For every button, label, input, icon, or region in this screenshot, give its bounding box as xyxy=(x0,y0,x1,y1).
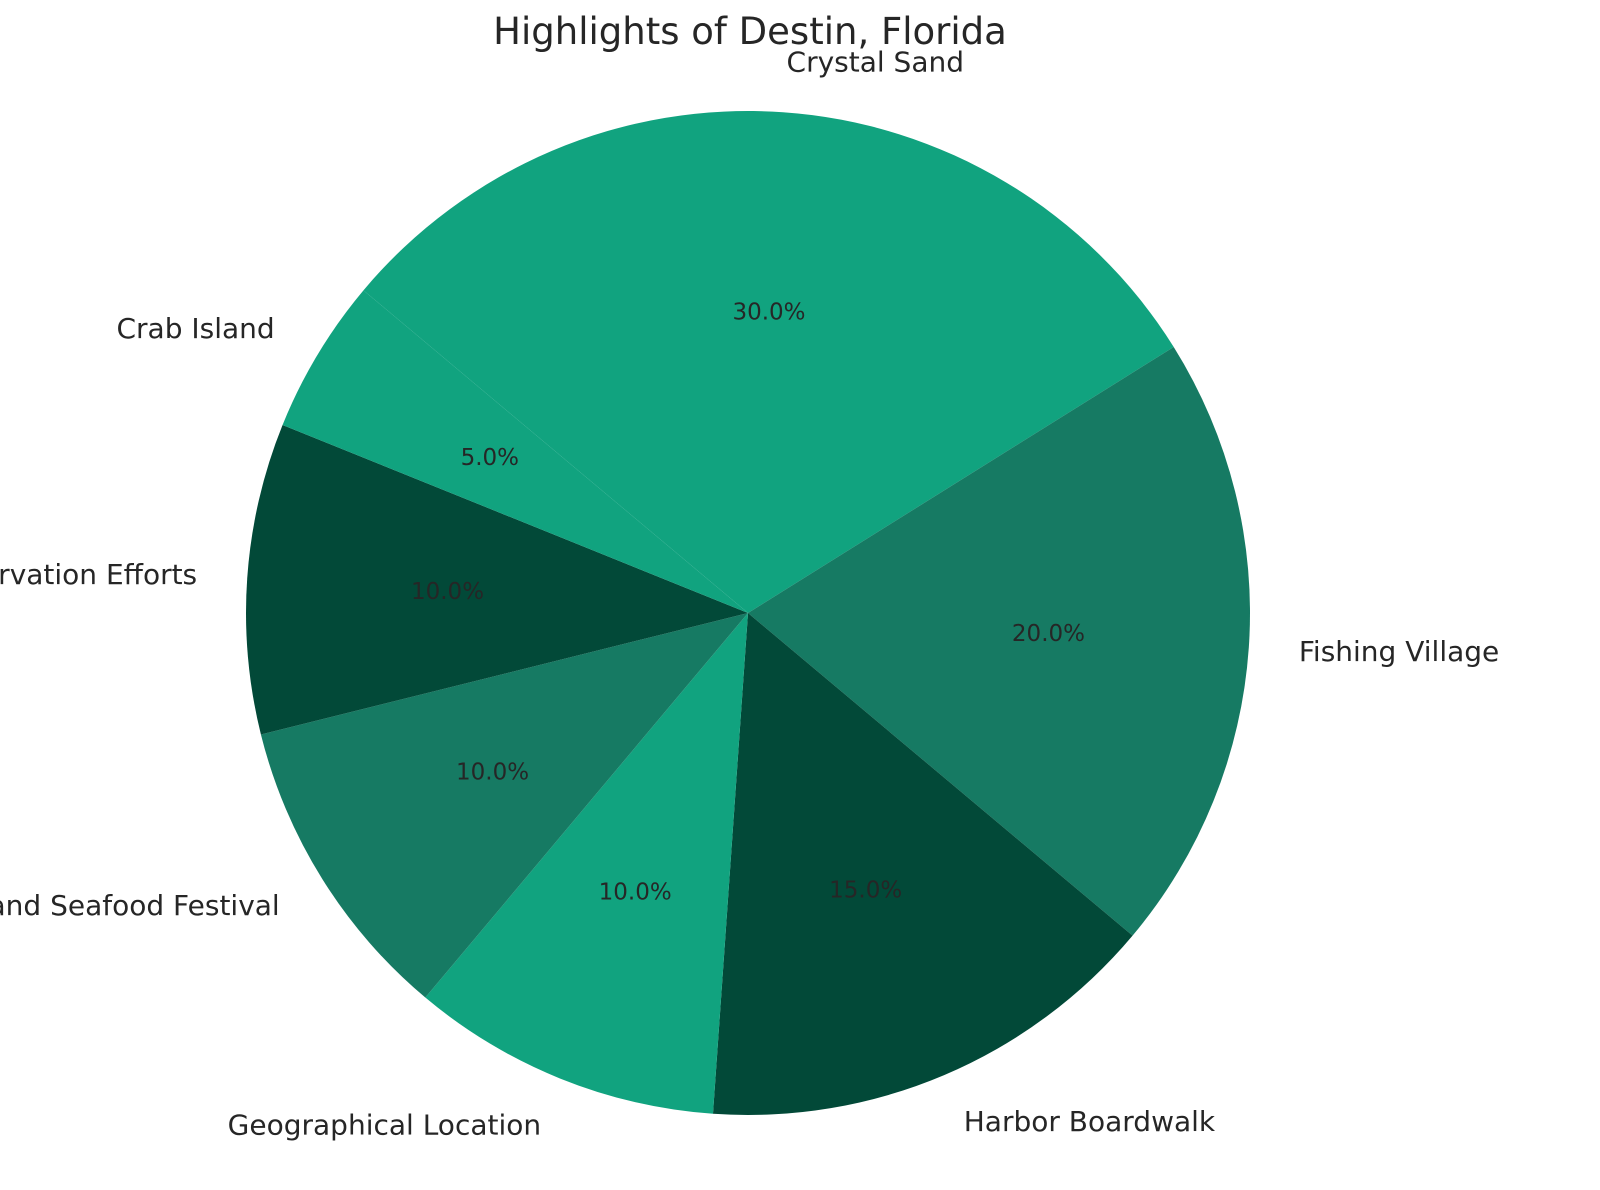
slice-label-crab-island: Crab Island xyxy=(116,312,274,345)
pie-slice-harbor-boardwalk xyxy=(712,613,1133,1115)
slice-label-fishing-village: Fishing Village xyxy=(1299,635,1499,668)
pct-label-geographical-location: 10.0% xyxy=(599,879,672,905)
pct-label-crab-island: 5.0% xyxy=(461,445,519,471)
pie-slice-conservation-efforts xyxy=(246,424,749,735)
chart-title: Highlights of Destin, Florida xyxy=(493,10,1007,53)
pie-slice-crystal-sand xyxy=(363,111,1174,614)
pct-label-fishing-tournaments-and-seafood-festival: 10.0% xyxy=(456,760,529,786)
slice-label-harbor-boardwalk: Harbor Boardwalk xyxy=(964,1105,1216,1138)
pie-slice-crab-island xyxy=(282,290,748,613)
pie-slice-fishing-tournaments-and-seafood-festival xyxy=(260,613,748,998)
pct-label-fishing-village: 20.0% xyxy=(1012,621,1085,647)
slice-label-conservation-efforts: Conservation Efforts xyxy=(0,558,197,591)
pct-label-crystal-sand: 30.0% xyxy=(732,300,805,326)
pie-slice-fishing-village xyxy=(748,346,1250,936)
pie-slice-geographical-location xyxy=(425,613,748,1114)
slice-label-geographical-location: Geographical Location xyxy=(228,1108,541,1141)
slice-label-crystal-sand: Crystal Sand xyxy=(787,46,965,79)
pct-label-harbor-boardwalk: 15.0% xyxy=(829,877,902,903)
slice-label-fishing-tournaments-and-seafood-festival: Fishing Tournaments and Seafood Festival xyxy=(0,889,280,922)
pct-label-conservation-efforts: 10.0% xyxy=(411,579,484,605)
